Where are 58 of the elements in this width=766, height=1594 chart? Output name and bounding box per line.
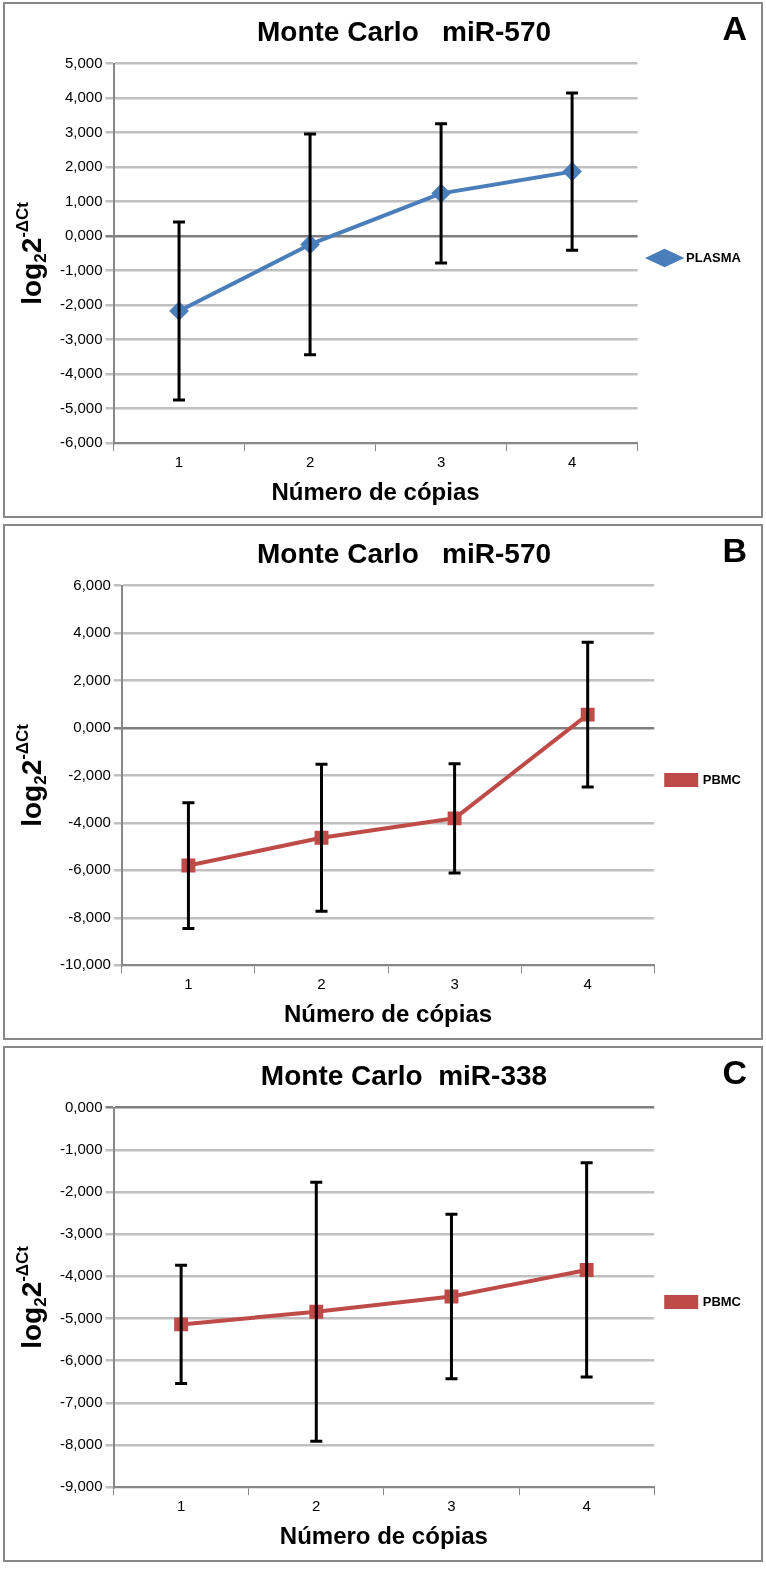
y-tick-label: -8,000 [59,1435,103,1453]
y-tick-label: 0,000 [73,718,111,736]
chart-title: Monte Carlo miR-338 [260,1059,548,1091]
y-tick-label: -5,000 [59,398,103,416]
y-tick-label: -1,000 [59,260,103,278]
y-tick-label: -4,000 [59,364,103,382]
y-tick-label: -6,000 [59,433,103,451]
y-tick-label: 5,000 [64,53,103,71]
legend-label: PBMC [702,1293,742,1309]
x-tick-label: 2 [317,975,326,993]
y-tick-label: -9,000 [59,1477,103,1495]
x-axis-title: Número de cópias [271,478,480,506]
x-tick-label: 1 [174,453,184,471]
x-axis-title: Número de cópias [279,1522,488,1550]
x-tick-label: 4 [567,453,577,471]
x-tick-label: 2 [305,453,315,471]
y-tick-label: 0,000 [64,226,103,244]
x-tick-label: 3 [436,453,446,471]
y-tick-label: -5,000 [59,1308,103,1326]
y-tick-label: -8,000 [68,907,111,925]
text: B [722,531,747,570]
y-tick-label: -6,000 [59,1350,103,1368]
chart-title: Monte Carlo miR-570 [256,537,552,569]
y-axis-title: log22-ΔCt [12,723,51,827]
y-axis-title: log22-ΔCt [12,201,51,305]
x-axis-title: Número de cópias [284,1000,493,1028]
y-tick-label: -10,000 [60,955,111,973]
y-tick-label: -6,000 [68,860,111,878]
y-tick-label: -2,000 [59,1182,103,1200]
x-tick-label: 1 [184,975,193,993]
x-tick-label: 3 [447,1497,456,1515]
y-tick-label: -2,000 [59,295,103,313]
x-tick-label: 4 [583,975,592,993]
y-tick-label: 0,000 [64,1097,103,1115]
x-tick-label: 4 [582,1497,591,1515]
y-tick-label: 2,000 [64,157,103,175]
y-axis-title: log22-ΔCt [12,1245,51,1349]
y-tick-label: 1,000 [64,191,103,209]
y-tick-label: -7,000 [59,1392,103,1410]
y-tick-label: -2,000 [68,765,111,783]
x-tick-label: 3 [450,975,459,993]
y-tick-label: -3,000 [59,1224,103,1242]
y-tick-label: 6,000 [73,575,111,593]
text: A [722,9,747,48]
y-tick-label: -3,000 [59,329,103,347]
text: C [722,1053,747,1092]
y-tick-label: 3,000 [64,122,103,140]
x-tick-label: 1 [176,1497,186,1515]
y-tick-label: -1,000 [59,1139,103,1157]
y-tick-label: 2,000 [73,670,111,688]
chart-title: Monte Carlo miR-570 [256,15,552,47]
y-tick-label: 4,000 [73,623,111,641]
y-tick-label: -4,000 [59,1266,103,1284]
y-tick-label: -4,000 [68,812,111,830]
x-tick-label: 2 [312,1497,321,1515]
legend-label: PLASMA [686,249,742,265]
y-tick-label: 4,000 [64,88,103,106]
legend-label: PBMC [702,771,742,787]
